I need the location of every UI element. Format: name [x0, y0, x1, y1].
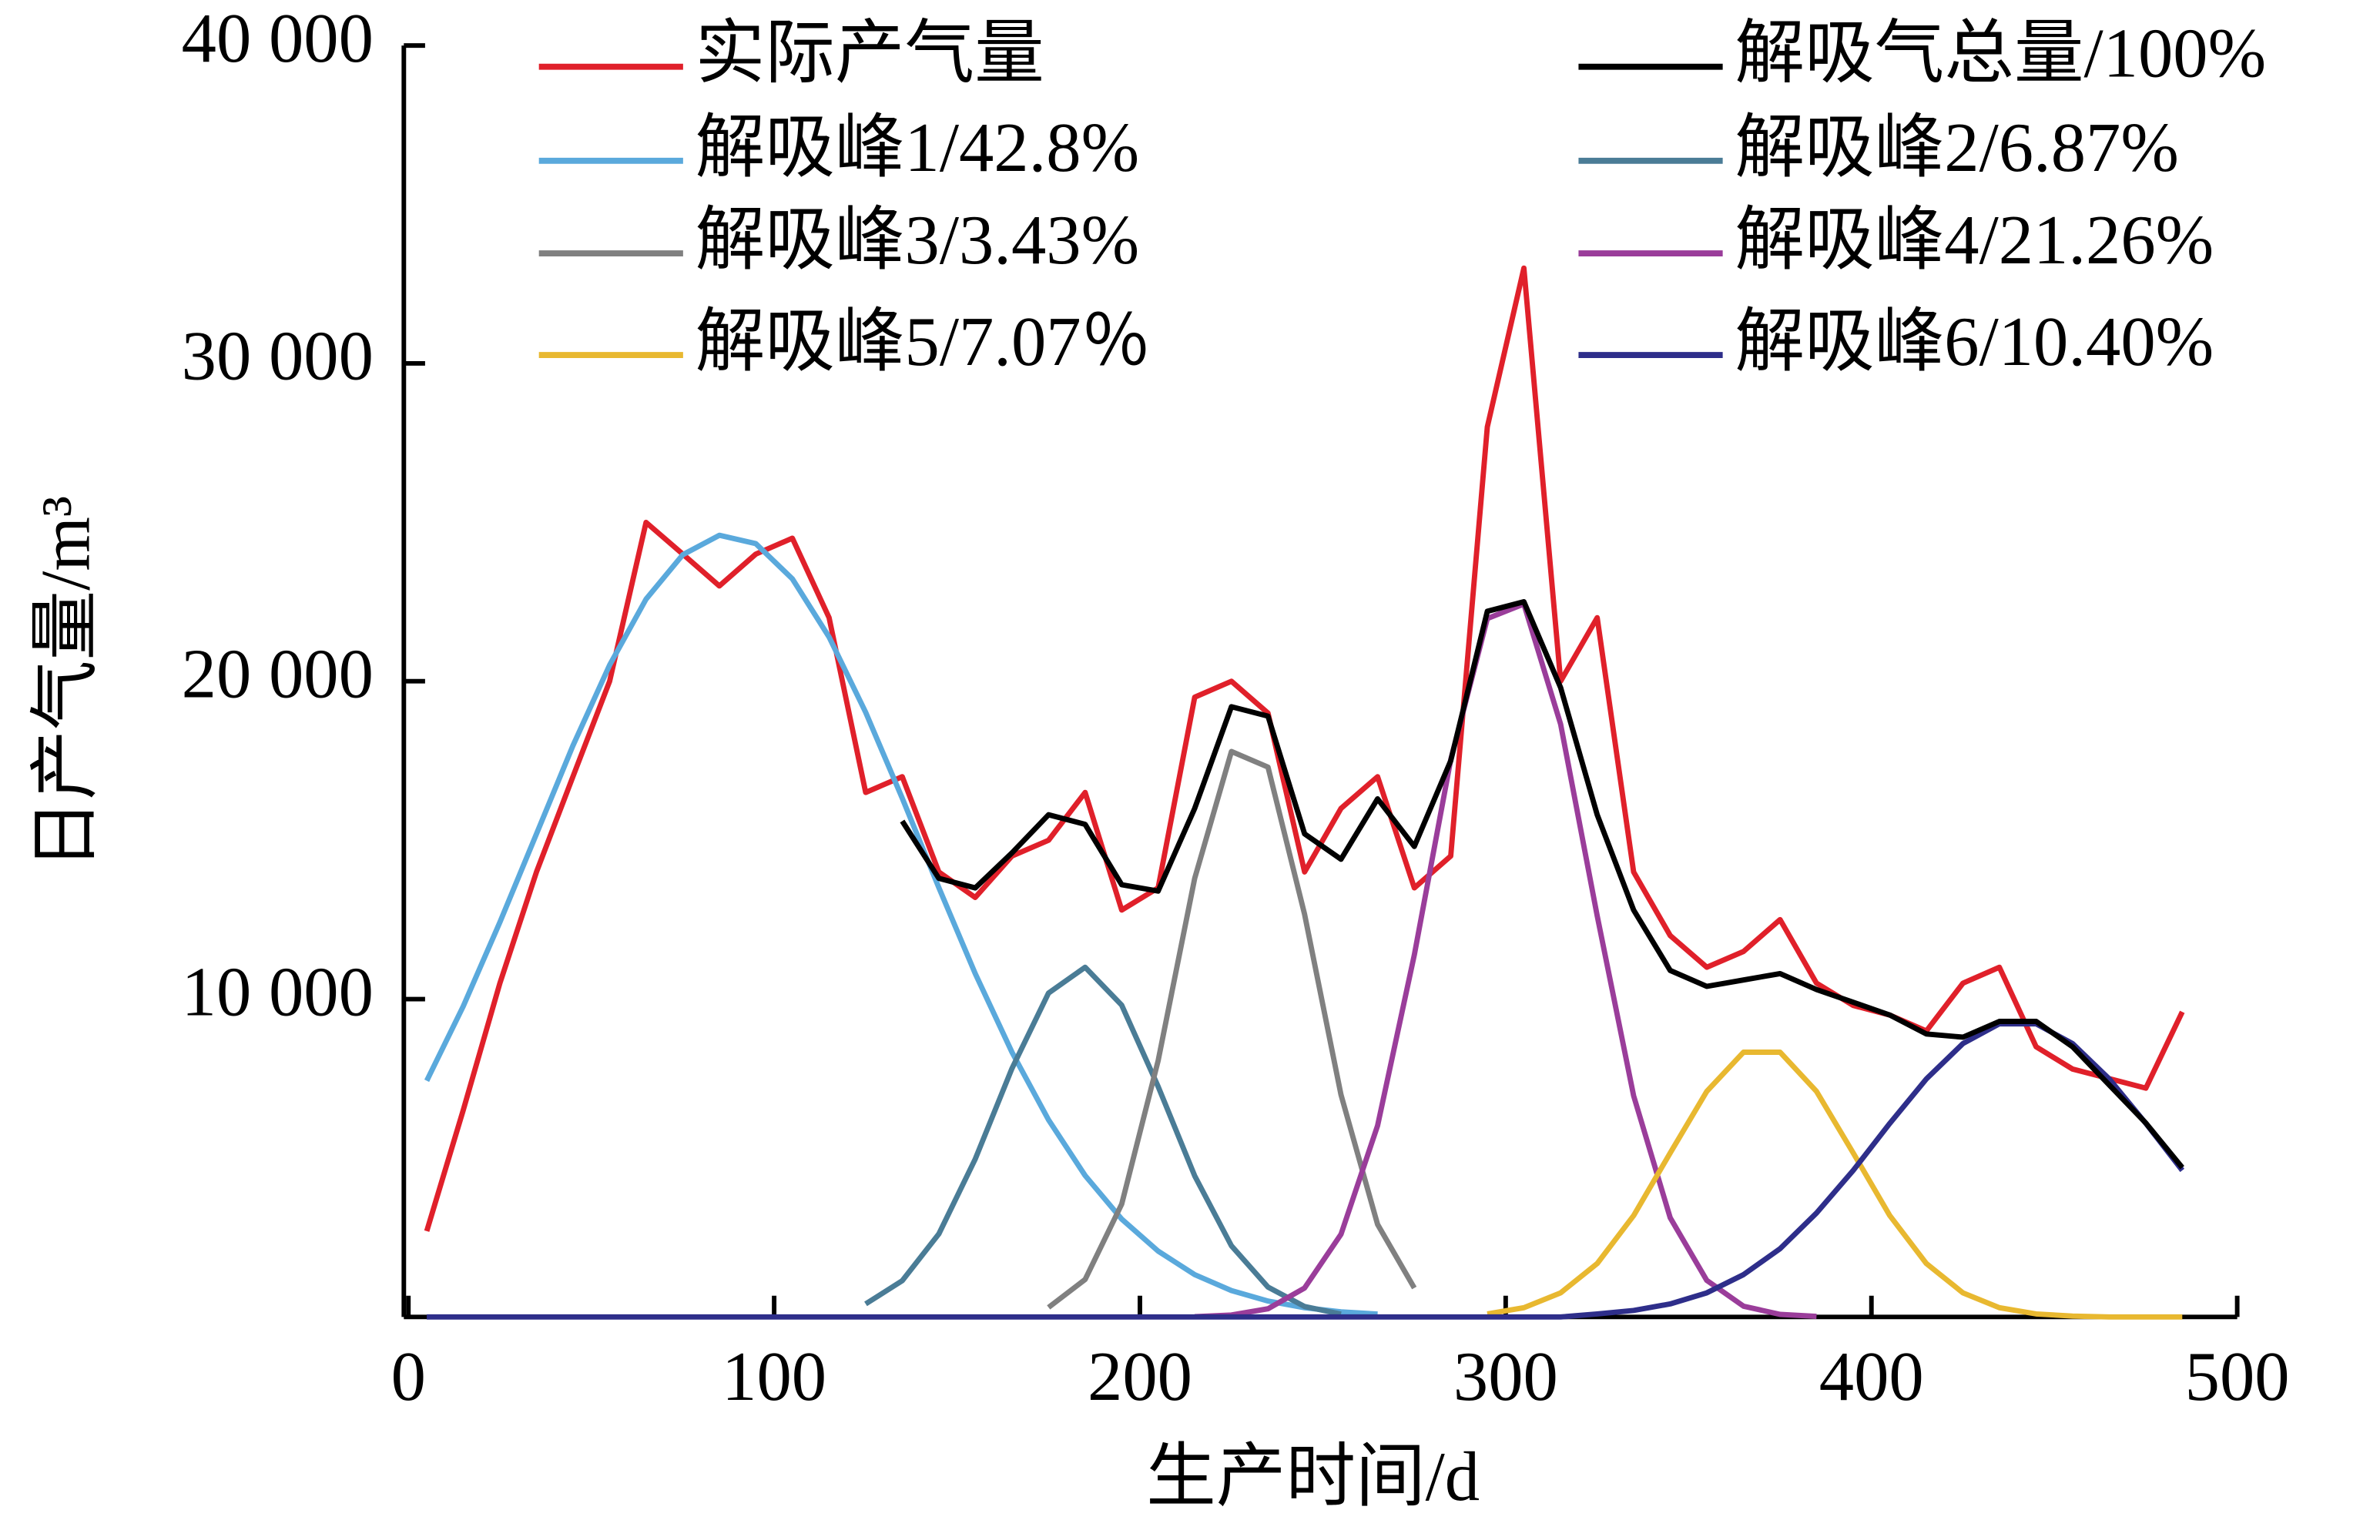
y-tick-label: 20 000 [182, 635, 374, 713]
legend-label: 解吸峰4/21.26% [1735, 201, 2214, 279]
legend-label: 解吸气总量/100% [1735, 15, 2266, 92]
legend-label: 解吸峰5/7.07％ [696, 303, 1151, 380]
series-line [900, 599, 2184, 1170]
series-line [427, 1021, 2185, 1320]
y-tick-label: 30 000 [182, 317, 374, 395]
series-line [1047, 748, 1417, 1310]
y-tick-label: 40 000 [182, 0, 374, 77]
y-axis-title: 日产气量/m³ [27, 496, 105, 869]
x-tick-label: 400 [1819, 1337, 1924, 1415]
x-axis-title: 生产时间/d [1146, 1438, 1480, 1515]
x-tick-label: 0 [391, 1337, 426, 1415]
legend-label: 解吸峰2/6.87% [1735, 109, 2178, 186]
legend-label: 解吸峰1/42.8% [696, 109, 1139, 186]
legend-label: 实际产气量 [696, 15, 1044, 92]
y-tick-label: 10 000 [182, 952, 374, 1030]
x-tick-label: 200 [1088, 1337, 1192, 1415]
legend-label: 解吸峰6/10.40% [1735, 303, 2214, 380]
series-line [864, 964, 1342, 1317]
series-line [424, 532, 1378, 1317]
series-line [1487, 1050, 2183, 1320]
x-tick-label: 100 [722, 1337, 826, 1415]
legend-label: 解吸峰3/3.43% [696, 201, 1139, 279]
x-tick-label: 500 [2185, 1337, 2290, 1415]
x-tick-label: 300 [1453, 1337, 1558, 1415]
series-line [1194, 601, 1817, 1320]
